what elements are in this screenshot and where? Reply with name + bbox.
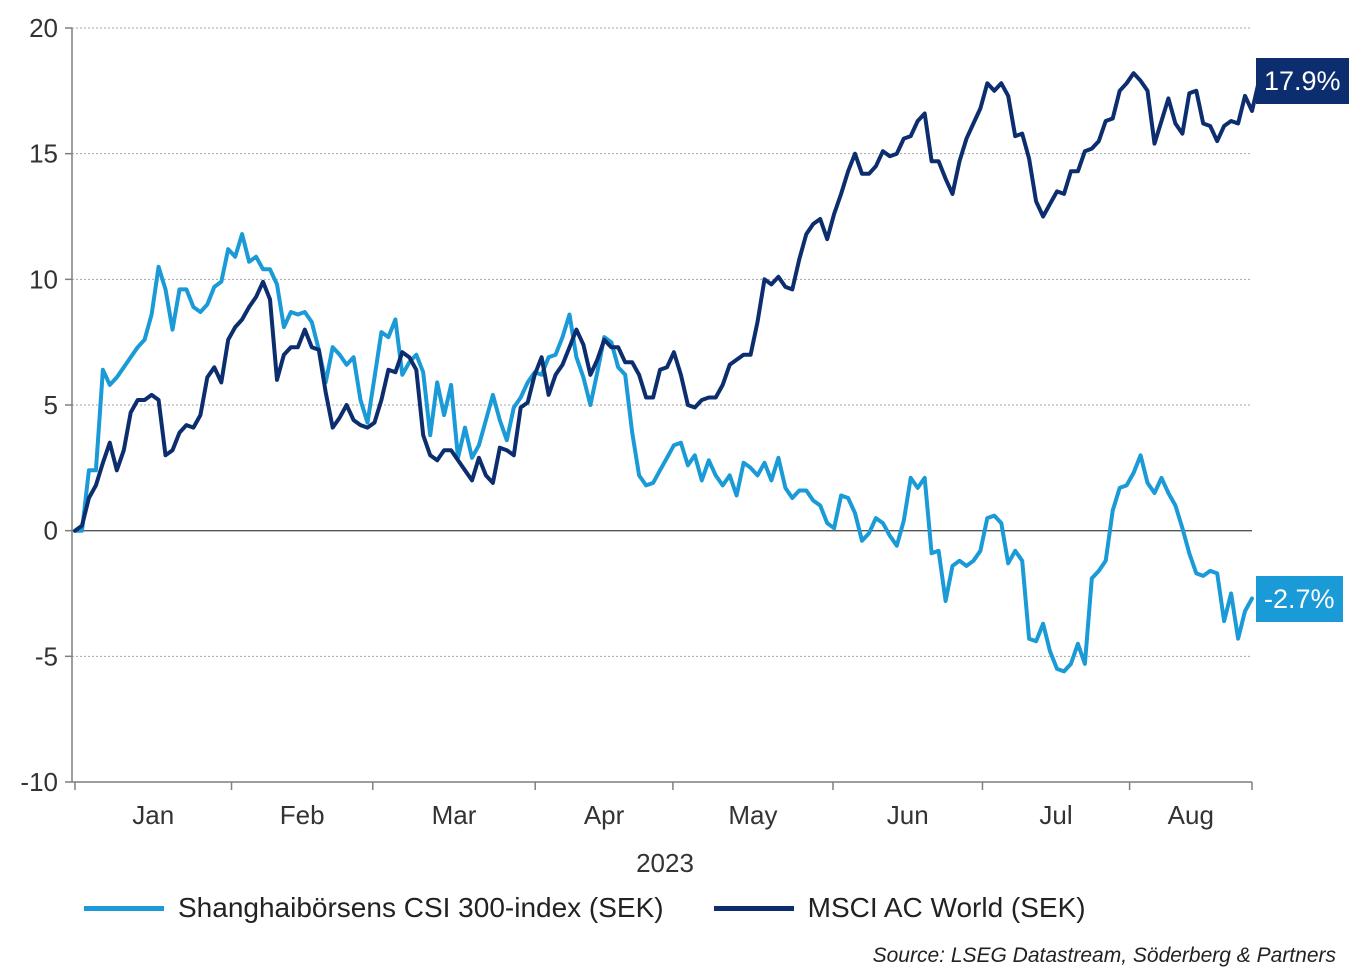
x-axis-ticks: Jan Feb Mar Apr May Jun Jul Aug: [74, 782, 1253, 830]
line-chart: -10 -5 0 5 10 15 20 Jan Feb Mar Apr May Jun Jul Aug 2…: [20, 13, 1261, 878]
legend: Shanghaibörsens CSI 300-index (SEK) MSCI…: [84, 892, 1136, 924]
legend-item-csi: Shanghaibörsens CSI 300-index (SEK): [84, 892, 664, 924]
y-axis-tick-labels: -10 -5 0 5 10 15 20: [20, 13, 58, 797]
x-tick-label: Jun: [887, 800, 929, 830]
msci-end-label: 17.9%: [1256, 58, 1349, 104]
series-lines: [73, 71, 1261, 674]
y-tick-label: 5: [44, 390, 58, 420]
source-note: Source: LSEG Datastream, Söderberg & Par…: [872, 944, 1336, 967]
y-tick-label: 15: [29, 139, 58, 169]
series-line-msci-acwi: [73, 71, 1261, 533]
legend-swatch-csi: [84, 905, 164, 911]
y-tick-label: 20: [29, 13, 58, 43]
x-tick-label: Apr: [584, 800, 625, 830]
y-tick-label: 0: [44, 516, 58, 546]
y-tick-label: -5: [35, 641, 58, 671]
series-line-csi300: [73, 232, 1254, 674]
legend-swatch-msci: [713, 905, 794, 911]
x-tick-label: Aug: [1168, 800, 1214, 830]
axes: [65, 27, 1252, 783]
csi-end-label: -2.7%: [1256, 576, 1343, 622]
y-tick-label: -10: [20, 767, 58, 797]
legend-label-csi: Shanghaibörsens CSI 300-index (SEK): [178, 892, 664, 923]
x-tick-label: Mar: [432, 800, 477, 830]
gridlines: [72, 27, 1252, 657]
x-tick-label: Jul: [1039, 800, 1072, 830]
x-tick-label: Feb: [280, 800, 325, 830]
legend-label-msci: MSCI AC World (SEK): [807, 892, 1086, 923]
x-tick-label: Jan: [132, 800, 174, 830]
y-tick-label: 10: [29, 264, 58, 294]
x-axis-title: 2023: [636, 848, 694, 878]
x-tick-label: May: [728, 800, 777, 830]
legend-item-msci: MSCI AC World (SEK): [713, 892, 1086, 924]
